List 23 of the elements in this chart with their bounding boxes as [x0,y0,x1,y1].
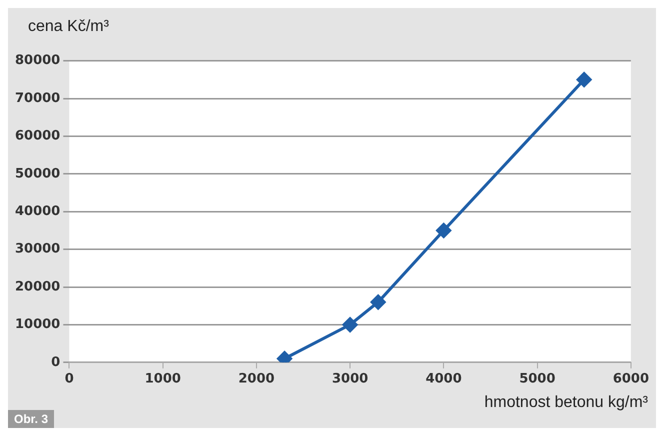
text: Obr. 3 [8,410,54,428]
y-tick-label: 50000 [14,166,60,182]
y-tick-label: 70000 [14,90,60,106]
y-tick-label: 30000 [14,242,60,257]
y-tick-label: 60000 [14,128,60,144]
x-tick-label: 2000 [238,372,275,387]
y-tick-label: 40000 [14,204,60,219]
x-axis-title: hmotnost betonu kg/m³ [484,394,648,412]
x-tick-label: 0 [64,372,74,387]
x-tick-label: 3000 [332,372,368,387]
point [370,294,386,310]
x-tick-label: 4000 [426,372,462,387]
x-tick-label: 6000 [612,372,650,387]
x-tick-label: 5000 [519,372,556,387]
point [342,317,358,332]
y-tick-label: 20000 [14,279,60,294]
y-tick-label: 80000 [14,53,60,68]
point [436,222,452,238]
point [576,72,592,88]
x-tick-label: 1000 [144,372,181,387]
y-tick-label: 10000 [14,317,60,332]
y-tick-label: 0 [51,354,60,370]
y-axis-title: cena Kč/m³ [28,18,109,36]
